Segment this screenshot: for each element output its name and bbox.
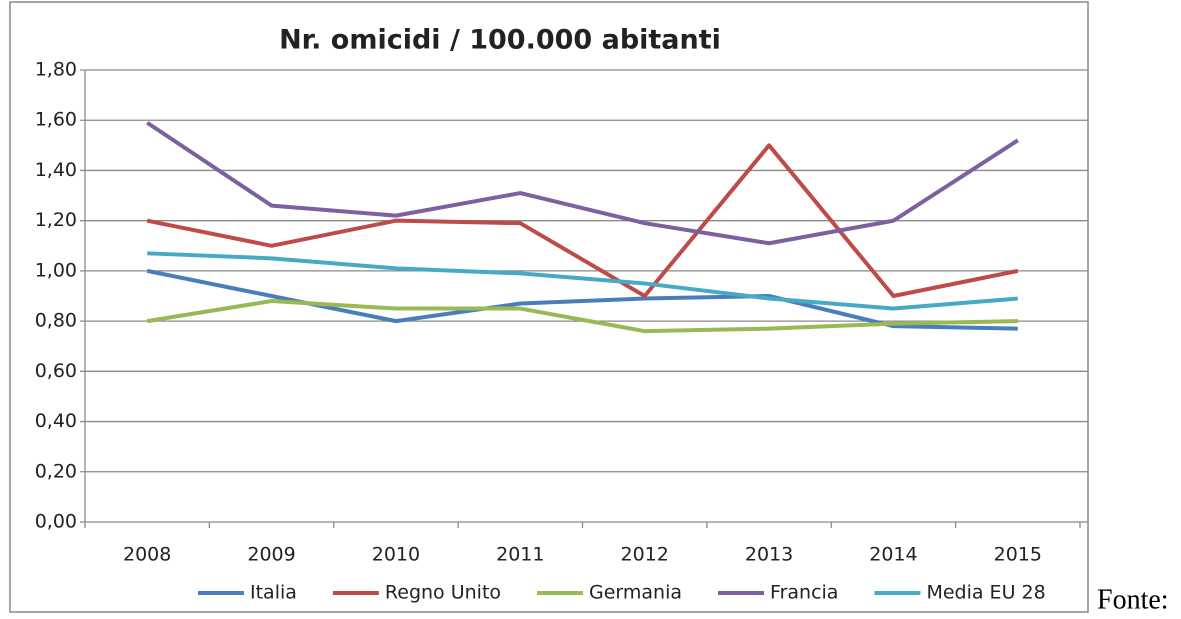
- series-line: [146, 143, 1019, 298]
- x-tick-label: 2013: [745, 544, 793, 566]
- legend-label: Italia: [250, 582, 297, 604]
- legend-label: Francia: [770, 582, 838, 604]
- y-tick-label: 1,60: [35, 109, 77, 131]
- series-line: [146, 299, 1018, 334]
- chart-title: Nr. omicidi / 100.000 abitanti: [279, 25, 721, 56]
- y-tick-label: 0,00: [35, 511, 77, 533]
- y-tick-label: 1,00: [35, 259, 77, 281]
- y-tick-label: 0,80: [35, 310, 77, 332]
- x-tick-label: 2009: [247, 544, 295, 566]
- source-note: Fonte:: [1097, 584, 1169, 615]
- x-tick-label: 2008: [123, 544, 171, 566]
- y-tick-label: 0,60: [35, 360, 77, 382]
- series-line: [146, 121, 1019, 246]
- legend-label: Regno Unito: [385, 582, 501, 604]
- legend-label: Media EU 28: [926, 582, 1045, 604]
- x-tick-label: 2014: [869, 544, 917, 566]
- x-tick-label: 2015: [994, 544, 1042, 566]
- y-tick-label: 0,40: [35, 410, 77, 432]
- y-tick-label: 0,20: [35, 460, 77, 482]
- series-line: [146, 268, 1018, 331]
- x-tick-label: 2010: [372, 544, 420, 566]
- x-tick-label: 2012: [621, 544, 669, 566]
- y-tick-label: 1,40: [35, 159, 77, 181]
- legend-label: Germania: [589, 582, 682, 604]
- y-tick-label: 1,80: [35, 59, 77, 81]
- series-line: [147, 251, 1018, 311]
- y-tick-label: 1,20: [35, 209, 77, 231]
- x-tick-label: 2011: [496, 544, 544, 566]
